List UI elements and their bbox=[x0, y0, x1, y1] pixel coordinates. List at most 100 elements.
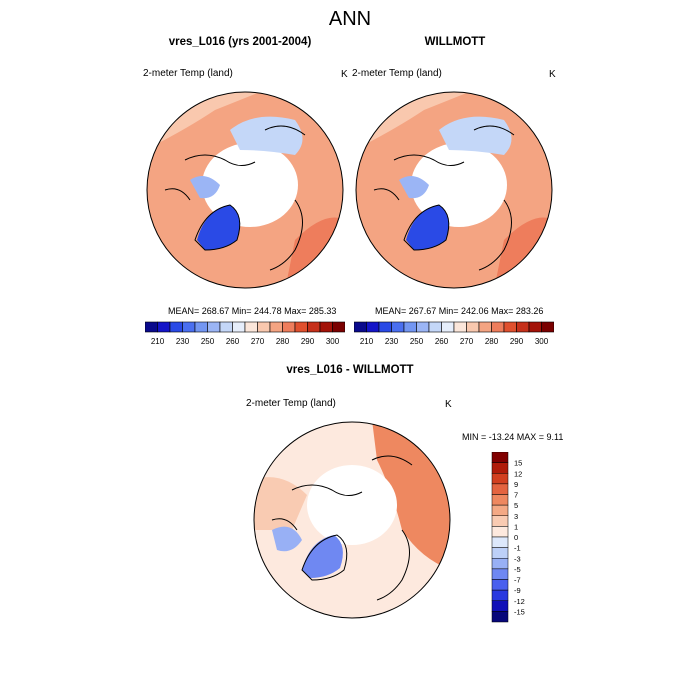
colorbar-box bbox=[378, 321, 392, 333]
obs-stats: MEAN= 267.67 Min= 242.06 Max= 283.26 bbox=[375, 306, 544, 316]
colorbar-box bbox=[391, 321, 405, 333]
colorbar-box bbox=[491, 515, 509, 527]
greenland-region bbox=[406, 205, 449, 250]
colorbar-tick-label: 0 bbox=[514, 533, 518, 542]
coastline bbox=[403, 204, 450, 251]
colorbar-tick-label: -7 bbox=[514, 576, 521, 585]
model-variable-label: 2-meter Temp (land) bbox=[143, 68, 233, 79]
diff-variable-label: 2-meter Temp (land) bbox=[246, 398, 336, 409]
colorbar-box bbox=[491, 568, 509, 580]
colorbar-box bbox=[428, 321, 442, 333]
map-border bbox=[253, 421, 451, 619]
colorbar-box bbox=[232, 321, 246, 333]
obs-panel-heading: WILLMOTT bbox=[424, 36, 486, 48]
colorbar-box bbox=[145, 321, 158, 333]
colorbar-box bbox=[403, 321, 417, 333]
positive-bias-region bbox=[254, 477, 307, 530]
model-colorbar: 210 230 250 260 270 280 290 300 bbox=[145, 321, 345, 346]
diff-stats: MIN = -13.24 MAX = 9.11 bbox=[462, 432, 564, 442]
colorbar-box bbox=[491, 579, 509, 591]
map-border bbox=[146, 91, 344, 289]
diff-unit-label: K bbox=[445, 399, 452, 410]
coastline bbox=[264, 125, 306, 136]
colorbar-tick-label: -5 bbox=[514, 565, 521, 574]
colorbar-tick-label: 280 bbox=[276, 337, 290, 346]
colorbar-box bbox=[491, 504, 509, 516]
colorbar-box bbox=[319, 321, 333, 333]
colorbar-box bbox=[491, 483, 509, 495]
colorbar-box bbox=[491, 526, 509, 538]
colorbar-box bbox=[207, 321, 221, 333]
colorbar-tick-label: 300 bbox=[326, 337, 340, 346]
coastline bbox=[291, 484, 363, 496]
colorbar-box bbox=[169, 321, 183, 333]
colorbar-tick-label: 250 bbox=[410, 337, 424, 346]
colorbar-box bbox=[491, 558, 509, 570]
colorbar-box bbox=[541, 321, 554, 333]
model-map-content bbox=[146, 91, 344, 289]
colorbar-box bbox=[491, 547, 509, 559]
colorbar-box bbox=[491, 611, 509, 623]
colorbar-tick-label: 230 bbox=[176, 337, 190, 346]
coastline bbox=[393, 154, 465, 166]
coastline bbox=[269, 199, 303, 271]
archipelago-cool-region bbox=[399, 176, 429, 199]
model-panel-heading: vres_L016 (yrs 2001-2004) bbox=[168, 36, 312, 48]
obs-colorbar-boxes: 210 230 250 260 270 280 290 300 bbox=[354, 321, 554, 346]
colorbar-box bbox=[516, 321, 530, 333]
colorbar-tick-label: 280 bbox=[485, 337, 499, 346]
colorbar-box bbox=[491, 589, 509, 601]
colorbar-tick-label: -9 bbox=[514, 586, 521, 595]
colorbar-box bbox=[478, 321, 492, 333]
colorbar-tick-label: 15 bbox=[514, 459, 522, 468]
coastline bbox=[473, 125, 515, 136]
colorbar-tick-label: 3 bbox=[514, 512, 518, 521]
colorbar-box bbox=[194, 321, 208, 333]
obs-colorbar: 210 230 250 260 270 280 290 300 bbox=[354, 321, 554, 346]
coastline bbox=[271, 518, 298, 531]
colorbar-tick-label: 210 bbox=[360, 337, 374, 346]
colorbar-box bbox=[528, 321, 542, 333]
coastline bbox=[194, 204, 241, 251]
colorbar-box bbox=[416, 321, 430, 333]
coastline bbox=[371, 455, 413, 466]
colorbar-box bbox=[491, 536, 509, 548]
colorbar-box bbox=[219, 321, 233, 333]
colorbar-box bbox=[491, 462, 509, 474]
colorbar-tick-label: -1 bbox=[514, 544, 521, 553]
colorbar-box bbox=[257, 321, 271, 333]
colorbar-tick-label: -12 bbox=[514, 597, 525, 606]
colorbar-tick-label: 210 bbox=[151, 337, 165, 346]
coastline bbox=[301, 534, 348, 581]
colorbar-tick-label: 270 bbox=[251, 337, 265, 346]
colorbar-tick-label: 270 bbox=[460, 337, 474, 346]
colorbar-box bbox=[491, 473, 509, 485]
colorbar-tick-label: 250 bbox=[201, 337, 215, 346]
obs-unit-label: K bbox=[549, 69, 556, 80]
model-temperature-map bbox=[146, 91, 344, 289]
arctic-ocean bbox=[307, 465, 397, 545]
colorbar-box bbox=[491, 452, 509, 463]
colorbar-tick-label: -15 bbox=[514, 607, 525, 616]
colorbar-box bbox=[244, 321, 258, 333]
figure-title: ANN bbox=[328, 8, 372, 30]
archipelago-cool-region bbox=[190, 176, 220, 199]
greenland-region bbox=[197, 205, 240, 250]
colorbar-box bbox=[491, 321, 505, 333]
colorbar-box bbox=[366, 321, 380, 333]
model-unit-label: K bbox=[341, 69, 348, 80]
colorbar-box bbox=[294, 321, 308, 333]
colorbar-tick-label: -3 bbox=[514, 554, 521, 563]
colorbar-box bbox=[157, 321, 171, 333]
difference-map bbox=[253, 421, 451, 619]
coastline bbox=[373, 188, 400, 201]
colorbar-box bbox=[269, 321, 283, 333]
colorbar-tick-label: 300 bbox=[535, 337, 549, 346]
map-border bbox=[355, 91, 553, 289]
colorbar-box bbox=[354, 321, 367, 333]
colorbar-tick-label: 7 bbox=[514, 491, 518, 500]
colorbar-box bbox=[491, 494, 509, 506]
diff-map-content bbox=[253, 421, 451, 619]
